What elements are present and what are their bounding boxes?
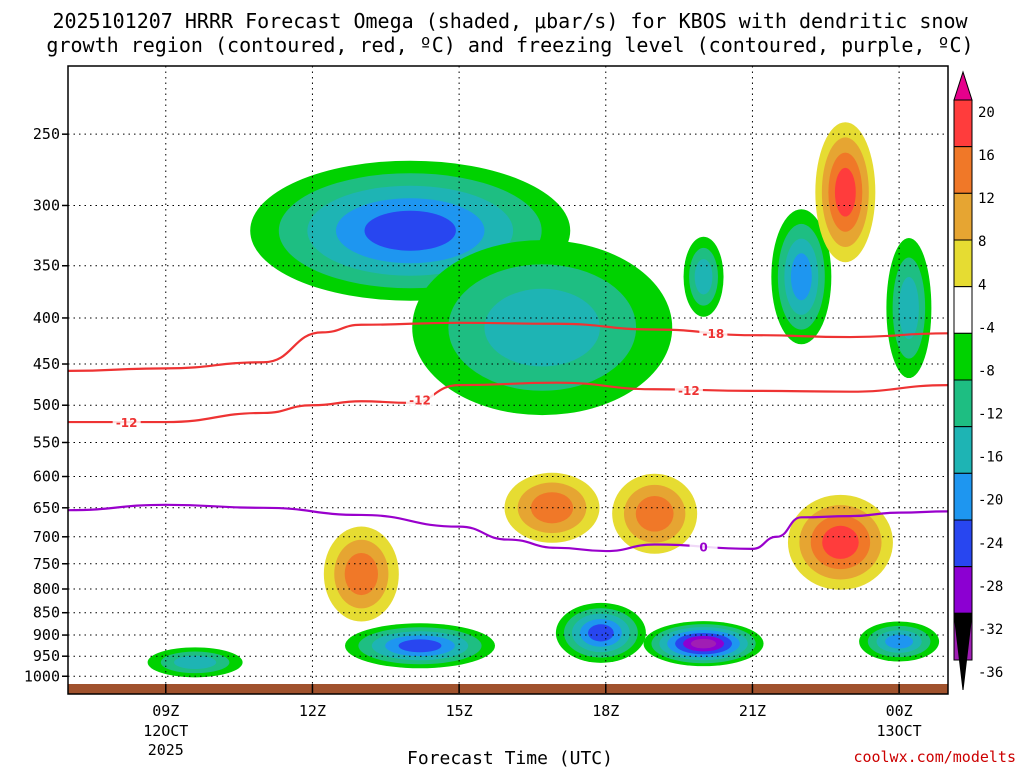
- ground-strip: [68, 684, 948, 694]
- y-tick-label: 850: [33, 604, 60, 622]
- omega-sink-band: [344, 552, 379, 596]
- colorbar-label: -12: [978, 407, 1003, 423]
- freezing-level-line: [67, 503, 949, 553]
- omega-sink-band: [635, 496, 674, 532]
- omega-shading: [147, 122, 940, 678]
- colorbar-swatch: [953, 99, 973, 148]
- x-tick-label: 21Z: [739, 702, 766, 720]
- x-tick-year: 2025: [148, 741, 184, 759]
- colorbar-label: -16: [978, 450, 1003, 466]
- omega-lift-band: [790, 253, 812, 301]
- y-tick-label: 700: [33, 528, 60, 546]
- x-tick-date: 12OCT: [143, 722, 188, 740]
- colorbar-label: 20: [978, 105, 995, 121]
- chart-title-line1: 2025101207 HRRR Forecast Omega (shaded, …: [52, 9, 968, 33]
- y-tick-label: 400: [33, 309, 60, 327]
- dgz-minus12-label: -12: [409, 393, 431, 407]
- dgz-minus12-line: [68, 381, 949, 424]
- x-axis-label: Forecast Time (UTC): [407, 748, 613, 768]
- colorbar-swatch: [953, 472, 973, 521]
- colorbar-swatch: [953, 286, 973, 334]
- dgz-minus18-line: [67, 321, 949, 373]
- omega-colorbar: 20 16 12 8 4 -4 -8 -12 -16 -20 -24 -28 -32 -36: [953, 70, 1003, 691]
- omega-sink-band: [822, 525, 859, 559]
- colorbar-swatch: [953, 332, 973, 381]
- x-tick-label: 00Z: [886, 702, 913, 720]
- dgz-minus18-label-bg: [699, 324, 728, 340]
- colorbar-label: 16: [978, 148, 995, 164]
- grid-lines: [68, 66, 948, 684]
- colorbar-swatch: [953, 146, 973, 194]
- colorbar-swatch: [953, 239, 973, 288]
- dgz-minus12-label-bg: [406, 391, 434, 407]
- chart-title-line2: growth region (contoured, red, ºC) and f…: [46, 33, 973, 57]
- colorbar-swatch: [953, 192, 973, 241]
- y-tick-label: 650: [33, 499, 60, 517]
- plot-frame: [67, 65, 949, 695]
- omega-lift-band: [174, 655, 217, 669]
- temperature-contours: -18 -12 -12 -12 0: [67, 321, 949, 555]
- dgz-minus12-label: -12: [678, 384, 700, 398]
- y-tick-label: 450: [33, 355, 60, 373]
- x-tick-label: 15Z: [446, 702, 473, 720]
- colorbar-label: -20: [978, 493, 1003, 509]
- y-tick-label: 300: [33, 196, 60, 214]
- y-tick-label: 950: [33, 647, 60, 665]
- x-tick-date: 13OCT: [877, 722, 922, 740]
- omega-lift-band: [484, 288, 600, 367]
- omega-lift-band: [694, 258, 713, 295]
- colorbar-label: -4: [978, 320, 995, 336]
- dgz-minus12-label-bg: [674, 381, 703, 397]
- colorbar-top-arrow: [953, 70, 973, 101]
- x-tick-label: 18Z: [592, 702, 619, 720]
- colorbar-label: -8: [978, 363, 995, 379]
- colorbar-label: -28: [978, 579, 1003, 595]
- freezing-level-label: 0: [699, 541, 707, 555]
- colorbar-swatch: [953, 566, 973, 614]
- omega-lift-band: [885, 634, 914, 649]
- y-tick-label: 750: [33, 555, 60, 573]
- colorbar-label: 12: [978, 191, 995, 207]
- y-tick-label: 500: [33, 396, 60, 414]
- y-tick-label: 1000: [24, 667, 60, 685]
- freezing-level-label-bg: [689, 538, 718, 554]
- omega-lift-band: [690, 638, 717, 649]
- colorbar-label: -32: [978, 622, 1003, 638]
- y-tick-label: 550: [33, 433, 60, 451]
- colorbar-label: -36: [978, 665, 1003, 681]
- y-tick-label: 250: [33, 125, 60, 143]
- colorbar-swatch: [953, 519, 973, 568]
- dgz-minus12-label-bg: [112, 414, 141, 430]
- pressure-axis: 250 300 350 400 450 500 550 600 650 700 750 800 850 9…: [24, 125, 68, 685]
- y-tick-label: 350: [33, 257, 60, 275]
- dgz-minus12-label: -12: [116, 416, 138, 430]
- omega-lift-band: [898, 276, 919, 340]
- colorbar-swatch: [953, 379, 973, 428]
- x-tick-label: 09Z: [152, 702, 179, 720]
- colorbar-label: 4: [978, 277, 986, 293]
- omega-lift-band: [398, 639, 442, 653]
- dgz-minus18-label: -18: [702, 327, 724, 341]
- y-tick-label: 800: [33, 580, 60, 598]
- y-tick-label: 600: [33, 468, 60, 486]
- omega-lift-band: [364, 210, 456, 251]
- omega-lift-band: [588, 624, 614, 642]
- x-tick-label: 12Z: [299, 702, 326, 720]
- colorbar-label: 8: [978, 234, 986, 250]
- colorbar-bottom-arrow: [953, 612, 973, 691]
- y-tick-label: 900: [33, 626, 60, 644]
- omega-sink-band: [834, 167, 856, 217]
- credit-link[interactable]: coolwx.com/modelts: [853, 748, 1016, 766]
- colorbar-label: -24: [978, 536, 1003, 552]
- colorbar-swatch: [953, 426, 973, 474]
